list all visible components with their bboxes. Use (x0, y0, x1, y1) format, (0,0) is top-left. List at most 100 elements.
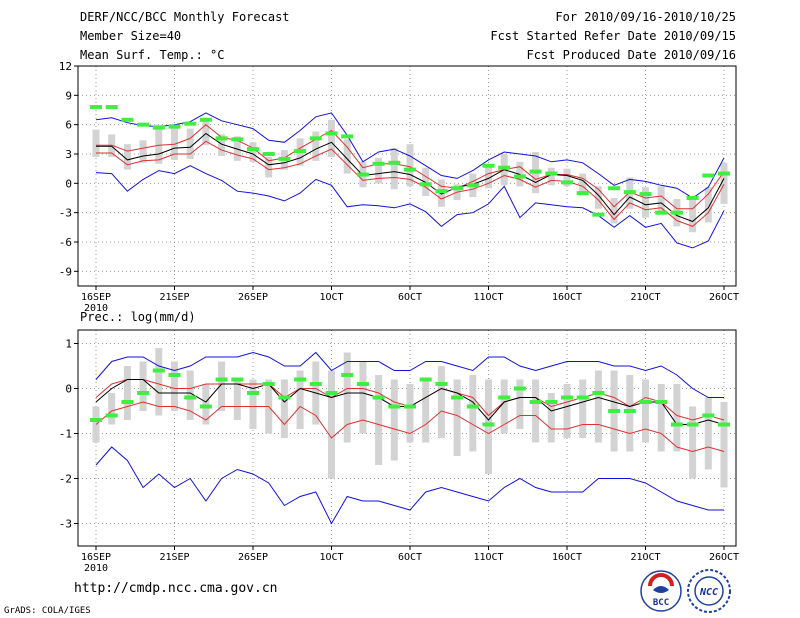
precipitation-box-9 (233, 379, 241, 420)
temperature-year-label: 2010 (84, 303, 108, 314)
precipitation-box-31 (579, 379, 587, 438)
precipitation-observed-28 (529, 400, 542, 404)
temperature-observed-36 (655, 210, 668, 215)
temperature-observed-13 (294, 149, 307, 154)
precipitation-ytick-label: -1 (59, 428, 72, 441)
precipitation-box-38 (689, 406, 697, 479)
precipitation-observed-29 (545, 400, 558, 404)
temperature-observed-27 (513, 174, 526, 179)
precipitation-xtick-label: 21OCT (630, 552, 660, 563)
precipitation-observed-37 (670, 422, 683, 427)
temperature-box-25 (485, 163, 492, 189)
temperature-observed-28 (529, 169, 542, 174)
precipitation-xtick-label: 6OCT (398, 552, 422, 563)
precipitation-observed-9 (231, 377, 244, 382)
temperature-box-14 (312, 131, 320, 161)
precipitation-box-29 (547, 393, 555, 443)
precipitation-observed-20 (404, 404, 416, 409)
precipitation-ytick-label: -3 (59, 518, 72, 531)
precipitation-line-lower (95, 401, 725, 453)
precipitation-observed-1 (105, 413, 118, 418)
chart-title: DERF/NCC/BCC Monthly Forecast (80, 10, 290, 24)
precipitation-xtick-label: 26OCT (709, 552, 739, 563)
precipitation-xtick-label: 26SEP (238, 552, 268, 563)
precipitation-observed-31 (576, 395, 589, 400)
temperature-observed-3 (137, 122, 150, 127)
temperature-box-7 (202, 118, 210, 146)
precipitation-observed-2 (121, 400, 134, 404)
temperature-observed-5 (168, 124, 181, 129)
temperature-ytick-label: -6 (59, 236, 72, 249)
temperature-box-33 (610, 198, 618, 224)
precipitation-box-19 (390, 379, 398, 461)
precipitation-box-4 (155, 348, 163, 416)
temperature-box-18 (375, 157, 383, 184)
precipitation-box-17 (359, 361, 367, 434)
precipitation-observed-3 (137, 391, 150, 395)
temperature-frame (77, 65, 737, 287)
precipitation-box-30 (563, 384, 571, 438)
temperature-box-3 (139, 140, 147, 163)
precipitation-observed-35 (639, 400, 652, 404)
temperature-box-30 (563, 168, 571, 187)
precipitation-observed-13 (294, 377, 307, 382)
precipitation-box-8 (218, 361, 226, 411)
temperature-observed-21 (419, 182, 432, 187)
temperature-box-4 (155, 124, 163, 164)
precipitation-observed-18 (372, 395, 385, 400)
temperature-xtick-label: 26SEP (238, 292, 268, 303)
precipitation-xtick-label: 16OCT (552, 552, 582, 563)
fcst-produced-date: Fcst Produced Date 2010/09/16 (526, 48, 736, 62)
temperature-box-2 (123, 144, 131, 170)
precipitation-observed-25 (482, 422, 495, 427)
temperature-box-32 (594, 186, 602, 209)
precipitation-box-36 (657, 384, 665, 452)
ncc-logo: NCC (687, 569, 731, 613)
temperature-line-upper (96, 124, 725, 210)
temperature-xtick-label: 16SEP (81, 292, 111, 303)
ncc-logo-text: NCC (699, 587, 718, 598)
grads-credit: GrADS: COLA/IGES (4, 606, 91, 616)
precipitation-box-6 (186, 370, 194, 420)
temperature-observed-33 (608, 186, 621, 191)
precipitation-box-32 (594, 370, 602, 443)
precipitation-xtick-label: 1OCT (319, 552, 343, 563)
precipitation-observed-7 (199, 404, 212, 409)
precipitation-observed-33 (608, 409, 621, 413)
temperature-observed-35 (639, 192, 652, 197)
temperature-box-35 (642, 187, 649, 218)
precipitation-observed-11 (262, 382, 275, 386)
temperature-box-19 (390, 148, 398, 190)
precipitation-box-23 (453, 379, 461, 456)
temperature-observed-25 (482, 163, 495, 168)
precipitation-box-27 (516, 379, 524, 429)
temperature-observed-4 (152, 125, 165, 130)
precipitation-ytick-label: 1 (65, 338, 72, 351)
fcst-started-date: Fcst Started Refer Date 2010/09/15 (490, 29, 736, 43)
precipitation-box-12 (280, 379, 288, 438)
temperature-box-8 (218, 134, 226, 156)
precipitation-box-13 (296, 370, 304, 429)
precipitation-observed-23 (451, 395, 464, 400)
precipitation-ytick-label: -2 (59, 473, 72, 486)
precipitation-box-21 (422, 379, 430, 443)
temperature-ytick-label: 12 (59, 60, 72, 73)
precipitation-line-min (95, 446, 724, 525)
precipitation-observed-16 (341, 373, 354, 377)
precipitation-observed-22 (435, 382, 448, 386)
temperature-xtick-label: 6OCT (398, 292, 422, 303)
temperature-observed-14 (309, 136, 322, 141)
temperature-observed-17 (356, 172, 369, 177)
precipitation-box-2 (123, 366, 131, 420)
precipitation-observed-15 (325, 391, 338, 395)
temperature-line-lower (96, 140, 725, 227)
temperature-observed-9 (231, 137, 244, 142)
precipitation-panel-title: Prec.: log(mm/d) (80, 310, 196, 324)
temperature-ytick-label: -3 (59, 207, 72, 220)
precipitation-box-25 (485, 379, 492, 474)
precipitation-box-22 (437, 366, 445, 438)
precipitation-observed-5 (168, 373, 181, 377)
precipitation-xtick-label: 11OCT (473, 552, 503, 563)
temperature-box-10 (249, 142, 257, 162)
